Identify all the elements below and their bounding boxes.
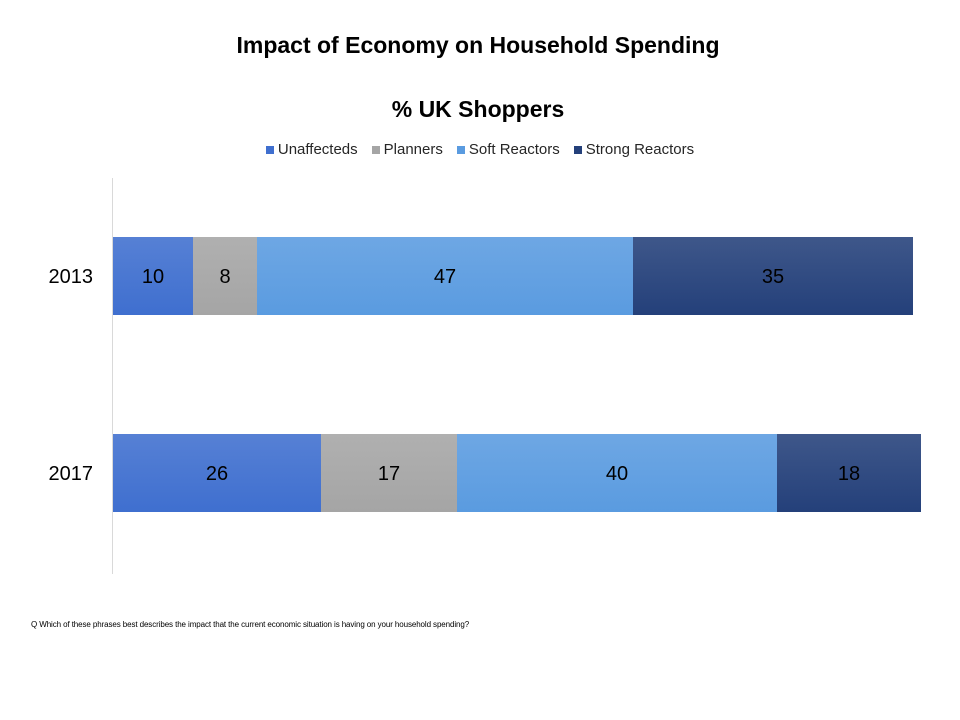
chart-legend: Unaffecteds Planners Soft Reactors Stron…: [0, 141, 960, 158]
data-label-unaffecteds-2017: 26: [206, 463, 228, 485]
data-label-planners-2017: 17: [378, 463, 400, 485]
legend-item-planners: Planners: [371, 141, 443, 158]
legend-item-strong-reactors: Strong Reactors: [573, 141, 695, 158]
legend-item-unaffecteds: Unaffecteds: [265, 141, 358, 158]
category-label-2017: 2017: [49, 463, 94, 485]
legend-swatch: [265, 145, 274, 154]
chart-subtitle: % UK Shoppers: [391, 96, 565, 122]
bar-segment-soft-reactors-2017: [457, 434, 777, 512]
data-label-strong-reactors-2013: 35: [762, 266, 784, 288]
bar-segment-planners-2017: [321, 434, 457, 512]
legend-swatch: [456, 145, 465, 154]
y-axis-line: [112, 178, 113, 574]
bar-segment-unaffecteds-2013: [113, 237, 193, 315]
bar-segment-planners-2013: [193, 237, 257, 315]
legend-item-soft-reactors: Soft Reactors: [456, 141, 560, 158]
data-label-soft-reactors-2013: 47: [434, 266, 456, 288]
data-label-strong-reactors-2017: 18: [838, 463, 860, 485]
footnote: Q Which of these phrases best describes …: [31, 620, 470, 629]
legend-label: Soft Reactors: [468, 141, 560, 158]
legend-swatch: [371, 145, 380, 154]
legend-label: Strong Reactors: [585, 141, 695, 158]
data-label-planners-2013: 8: [219, 266, 230, 288]
data-label-soft-reactors-2017: 40: [606, 463, 628, 485]
bar-segment-unaffecteds-2017: [113, 434, 321, 512]
bar-segment-strong-reactors-2013: [633, 237, 913, 315]
bar-segment-strong-reactors-2017: [777, 434, 921, 512]
legend-label: Planners: [383, 141, 443, 158]
data-label-unaffecteds-2013: 10: [142, 266, 164, 288]
chart-title: Impact of Economy on Household Spending: [236, 32, 720, 58]
legend-swatch: [573, 145, 582, 154]
legend-label: Unaffecteds: [277, 141, 358, 158]
category-label-2013: 2013: [49, 266, 94, 288]
bar-segment-soft-reactors-2013: [257, 237, 633, 315]
